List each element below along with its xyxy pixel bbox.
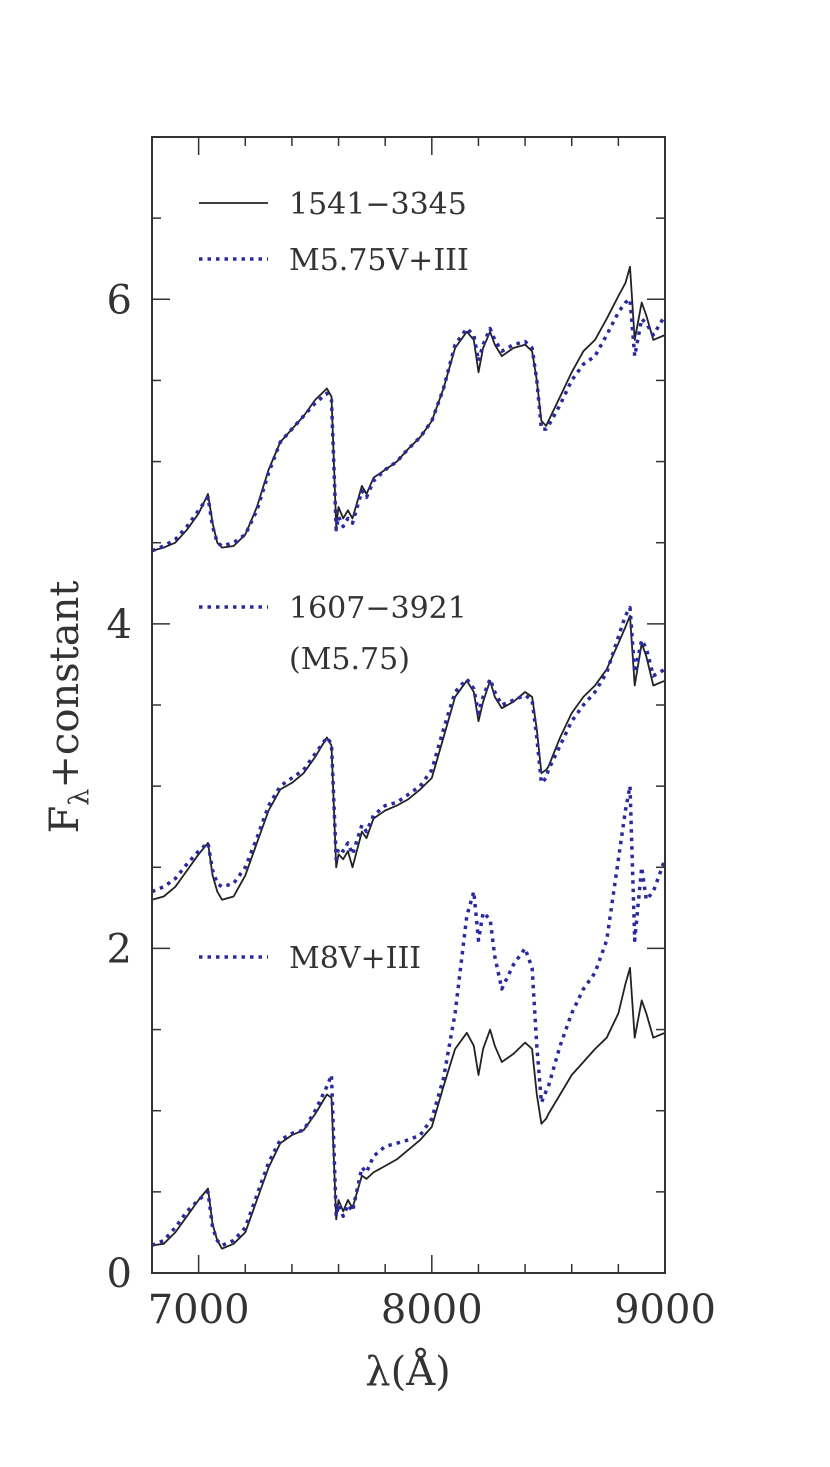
series-layer [151,265,667,1250]
legend-label: 1607−3921 [289,591,467,626]
observed-spectrum-line-0 [151,265,666,552]
template-spectrum-line-3 [151,605,666,894]
legend-label: 1541−3345 [289,187,467,222]
legend: 1541−3345 M5.75V+III 1607−3921 (M5.75) M8V+I… [199,187,469,976]
y-axis-title-main: F [42,806,88,834]
y-tick-label: 6 [107,277,132,323]
template-spectrum-line-5 [151,784,667,1248]
plot-frame [151,136,666,1274]
axis-labels: 7000 8000 9000 0 2 4 6 [107,277,716,1333]
y-axis-title-subscript: λ [64,789,95,806]
x-tick-label: 9000 [614,1287,716,1333]
template-spectrum-line-1 [151,297,667,553]
legend-label: (M5.75) [289,642,410,677]
y-tick-label: 2 [107,926,132,972]
axis-ticks [151,136,666,1274]
y-axis-title: Fλ+constant [42,581,95,834]
y-axis-title-rest: +constant [42,581,88,789]
observed-spectrum-line-2 [151,614,666,901]
y-tick-label: 0 [107,1251,132,1297]
x-tick-label: 7000 [148,1287,250,1333]
y-tick-label: 4 [107,602,132,648]
legend-label: M8V+III [289,941,421,976]
observed-spectrum-line-4 [151,967,666,1250]
legend-label: M5.75V+III [289,243,469,278]
x-axis-title: λ(Å) [365,1348,450,1395]
x-tick-label: 8000 [381,1287,483,1333]
